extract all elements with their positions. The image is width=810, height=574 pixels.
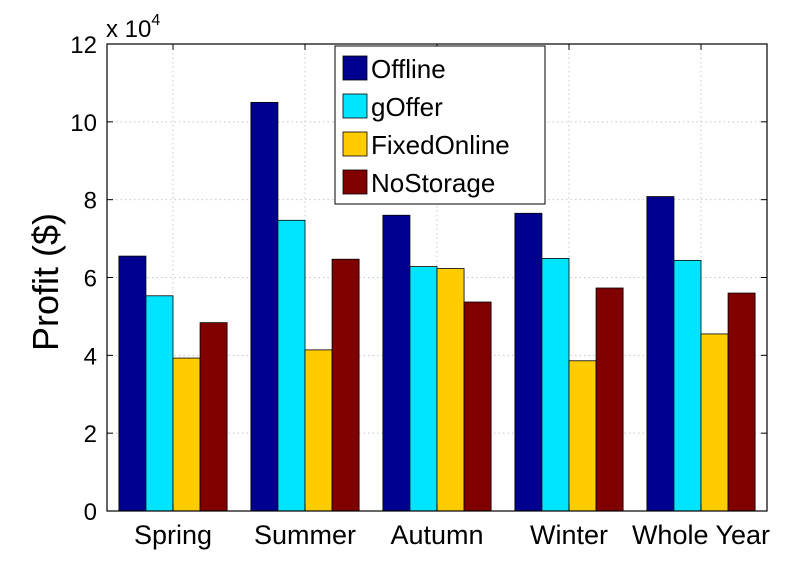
y-axis-label: Profit ($) — [25, 213, 66, 351]
y-tick-label: 8 — [84, 188, 97, 215]
bar-goffer-autumn — [409, 266, 438, 512]
x-tick-label: Summer — [254, 520, 356, 550]
bar-nostorage-spring — [199, 322, 228, 512]
y-tick-label: 12 — [70, 32, 97, 59]
x-tick-label: Winter — [530, 520, 608, 550]
legend: Offline gOffer FixedOnline NoStorage — [334, 45, 546, 205]
legend-label: FixedOnline — [371, 130, 510, 160]
legend-label: NoStorage — [371, 168, 495, 198]
bar-offline-winter — [514, 212, 543, 512]
legend-swatch — [342, 93, 368, 119]
tick-marks — [107, 43, 767, 512]
y-tick-label: 6 — [84, 266, 97, 293]
bar-goffer-spring — [145, 295, 174, 512]
bars — [118, 101, 756, 512]
bar-fixedonline-summer — [304, 349, 333, 512]
y-tick-labels: 0 2 4 6 8 10 12 — [70, 32, 97, 526]
legend-swatch — [342, 169, 368, 195]
bar-goffer-winter — [541, 258, 570, 512]
y-tick-label: 2 — [84, 421, 97, 448]
legend-box — [334, 45, 546, 205]
bar-fixedonline-autumn — [436, 268, 465, 512]
y-tick-label: 0 — [84, 499, 97, 526]
bar-fixedonline-whole-year — [700, 333, 729, 512]
y-multiplier-label: x 104 — [106, 12, 160, 43]
bar-offline-autumn — [382, 214, 411, 512]
y-tick-label: 10 — [70, 110, 97, 137]
legend-label: Offline — [371, 54, 446, 84]
bar-goffer-summer — [277, 219, 306, 512]
y-tick-label: 4 — [84, 343, 97, 370]
bar-nostorage-whole-year — [727, 292, 756, 512]
bar-nostorage-winter — [595, 287, 624, 512]
y-exponent: 4 — [151, 12, 160, 29]
bar-offline-whole-year — [646, 196, 675, 512]
legend-swatch — [342, 131, 368, 157]
x-tick-labels: Spring Summer Autumn Winter Whole Year — [134, 520, 770, 550]
bar-offline-summer — [250, 101, 279, 512]
bar-fixedonline-spring — [172, 357, 201, 512]
bar-nostorage-summer — [331, 258, 360, 512]
legend-label: gOffer — [371, 92, 443, 122]
bar-fixedonline-winter — [568, 360, 597, 512]
bar-offline-spring — [118, 255, 147, 512]
x-tick-label: Autumn — [390, 520, 483, 550]
bar-nostorage-autumn — [463, 301, 492, 512]
bar-goffer-whole-year — [673, 259, 702, 512]
x-tick-label: Whole Year — [632, 520, 770, 550]
x-tick-label: Spring — [134, 520, 212, 550]
legend-swatch — [342, 55, 368, 81]
